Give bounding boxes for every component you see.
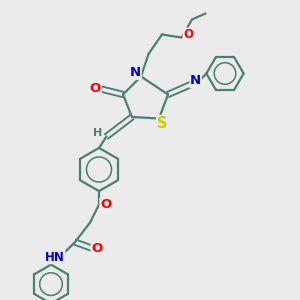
Text: N: N — [130, 66, 141, 80]
Text: O: O — [100, 198, 111, 211]
Text: O: O — [183, 28, 193, 41]
Text: HN: HN — [45, 250, 65, 264]
Text: O: O — [90, 82, 101, 95]
Text: O: O — [91, 242, 103, 255]
Text: H: H — [94, 128, 103, 139]
Text: S: S — [157, 116, 167, 130]
Text: N: N — [190, 74, 201, 88]
